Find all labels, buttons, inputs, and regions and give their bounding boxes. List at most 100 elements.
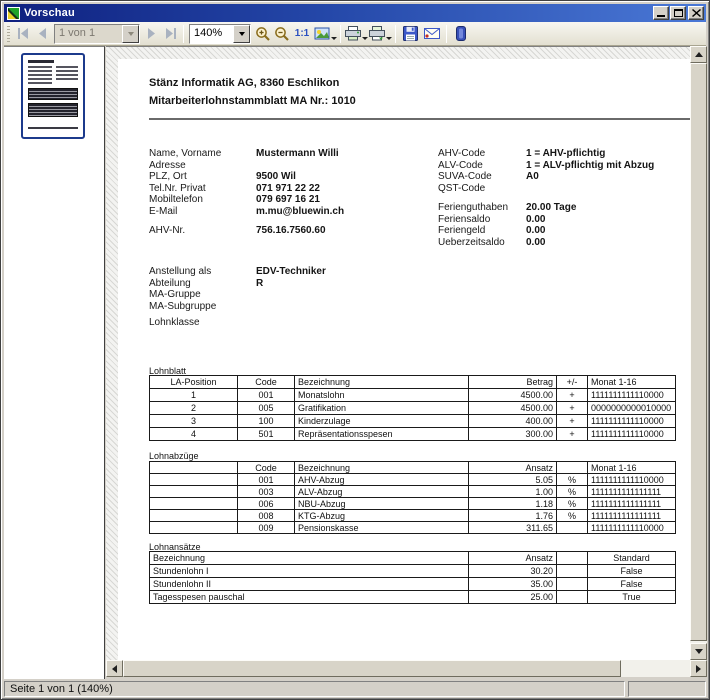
cell: 1111111111110000 <box>587 388 676 402</box>
vertical-scrollbar[interactable] <box>690 46 707 660</box>
info-value: 20.00 Tage <box>526 202 577 213</box>
maximize-button[interactable] <box>670 6 686 20</box>
cell: 008 <box>237 509 295 522</box>
table-row: Stundenlohn II 35.00 False <box>149 577 676 591</box>
zoom-combobox[interactable]: 140% <box>189 23 251 44</box>
arrow-down-icon <box>694 649 703 654</box>
column-header: Standard <box>587 551 676 565</box>
last-page-icon <box>166 28 176 39</box>
fit-page-button[interactable] <box>313 24 337 44</box>
cell: 006 <box>237 497 295 510</box>
chevron-down-icon <box>361 37 368 40</box>
toolbar-separator <box>446 24 447 43</box>
table-row: 006 NBU-Abzug 1.18 % 1111111111111111 <box>149 497 676 510</box>
column-header <box>556 551 588 565</box>
info-label: Ferienguthaben <box>438 202 509 213</box>
company-line: Stänz Informatik AG, 8360 Eschlikon <box>149 77 340 89</box>
cell: Tagesspesen pauschal <box>149 590 469 604</box>
close-preview-button[interactable] <box>450 24 472 44</box>
info-value: 756.16.7560.60 <box>256 225 326 236</box>
horizontal-scrollbar-thumb[interactable] <box>123 660 621 677</box>
cell: 1111111111110000 <box>587 414 676 428</box>
close-icon <box>691 9 701 17</box>
cell: 1.76 <box>468 509 557 522</box>
info-label: Adresse <box>149 159 186 171</box>
email-icon <box>424 28 440 39</box>
scroll-left-button[interactable] <box>106 660 123 677</box>
cell <box>556 577 588 591</box>
thumbnail-panel <box>4 46 105 679</box>
print-button[interactable] <box>344 24 368 44</box>
cell: % <box>556 497 588 510</box>
toolbar-grip[interactable] <box>7 25 10 42</box>
column-header: Betrag <box>468 375 557 389</box>
zoom-dropdown-button[interactable] <box>233 24 250 43</box>
vertical-scrollbar-thumb[interactable] <box>690 63 707 641</box>
previous-page-button[interactable] <box>33 24 52 44</box>
close-button[interactable] <box>688 6 704 20</box>
cell: 2 <box>149 401 238 415</box>
cell: 100 <box>237 414 295 428</box>
next-page-button[interactable] <box>142 24 161 44</box>
document-page: Stänz Informatik AG, 8360 Eschlikon Mita… <box>118 59 690 660</box>
info-label: Ueberzeitsaldo <box>438 236 505 248</box>
cell: 005 <box>237 401 295 415</box>
cell: 300.00 <box>468 427 557 441</box>
cell: 1 <box>149 388 238 402</box>
table-row: Stundenlohn I 30.20 False <box>149 564 676 578</box>
table-row: 003 ALV-Abzug 1.00 % 1111111111111111 <box>149 485 676 498</box>
cell: Stundenlohn I <box>149 564 469 578</box>
table-row: Tagesspesen pauschal 25.00 True <box>149 590 676 604</box>
info-value: 9500 Wil <box>256 171 296 182</box>
save-button[interactable] <box>399 24 421 44</box>
info-label: Name, Vorname <box>149 148 222 159</box>
scroll-right-button[interactable] <box>690 660 707 677</box>
titlebar[interactable]: Vorschau <box>4 4 706 22</box>
column-header <box>556 461 588 474</box>
thumbnail-text-left <box>28 66 52 84</box>
cell: 5.05 <box>468 473 557 486</box>
table-row: 3 100 Kinderzulage 400.00 + 111111111111… <box>149 414 676 428</box>
cell: + <box>556 414 588 428</box>
page-number-combobox[interactable]: 1 von 1 <box>54 23 140 44</box>
ahv-number-row: AHV-Nr. 756.16.7560.60 <box>149 225 326 237</box>
cell: + <box>556 401 588 415</box>
scroll-down-button[interactable] <box>690 643 707 660</box>
status-extra-panel <box>628 680 706 697</box>
first-page-icon <box>18 28 28 39</box>
info-label: QST-Code <box>438 182 486 194</box>
cell: 1.00 <box>468 485 557 498</box>
cell: 003 <box>237 485 295 498</box>
horizontal-scrollbar[interactable] <box>106 660 707 677</box>
zoom-in-button[interactable] <box>253 24 272 44</box>
table-row: 001 AHV-Abzug 5.05 % 1111111111110000 <box>149 473 676 486</box>
cell: 501 <box>237 427 295 441</box>
actual-size-button[interactable]: 1:1 <box>291 24 313 44</box>
ferien-block: Ferienguthaben 20.00 Tage Feriensaldo 0.00… <box>438 202 576 248</box>
cell: 1111111111110000 <box>587 521 676 534</box>
chevron-down-icon <box>127 31 134 36</box>
toolbar: 1 von 1 140% 1:1 <box>4 22 706 46</box>
minimize-button[interactable] <box>653 6 669 20</box>
cell: Monatslohn <box>294 388 469 402</box>
table-header-row: Code Bezeichnung Ansatz Monat 1-16 <box>149 461 676 474</box>
page-number-dropdown-button[interactable] <box>122 24 139 43</box>
last-page-button[interactable] <box>161 24 180 44</box>
print-setup-button[interactable] <box>368 24 392 44</box>
next-page-icon <box>148 28 155 39</box>
cell <box>556 521 588 534</box>
column-header: Bezeichnung <box>294 375 469 389</box>
export-email-button[interactable] <box>421 24 443 44</box>
previous-page-icon <box>39 28 46 39</box>
lohnansaetze-table: Bezeichnung Ansatz Standard Stundenlohn … <box>149 551 676 604</box>
cell: 25.00 <box>468 590 557 604</box>
column-header: Ansatz <box>468 461 557 474</box>
scroll-up-button[interactable] <box>690 46 707 63</box>
first-page-button[interactable] <box>14 24 33 44</box>
table-row: 009 Pensionskasse 311.65 111111111111000… <box>149 521 676 534</box>
lohnabzuege-caption: Lohnabzüge <box>149 451 199 461</box>
column-header: LA-Position <box>149 375 238 389</box>
page-thumbnail[interactable] <box>21 53 85 139</box>
info-label: Lohnklasse <box>149 317 200 328</box>
zoom-out-button[interactable] <box>272 24 291 44</box>
